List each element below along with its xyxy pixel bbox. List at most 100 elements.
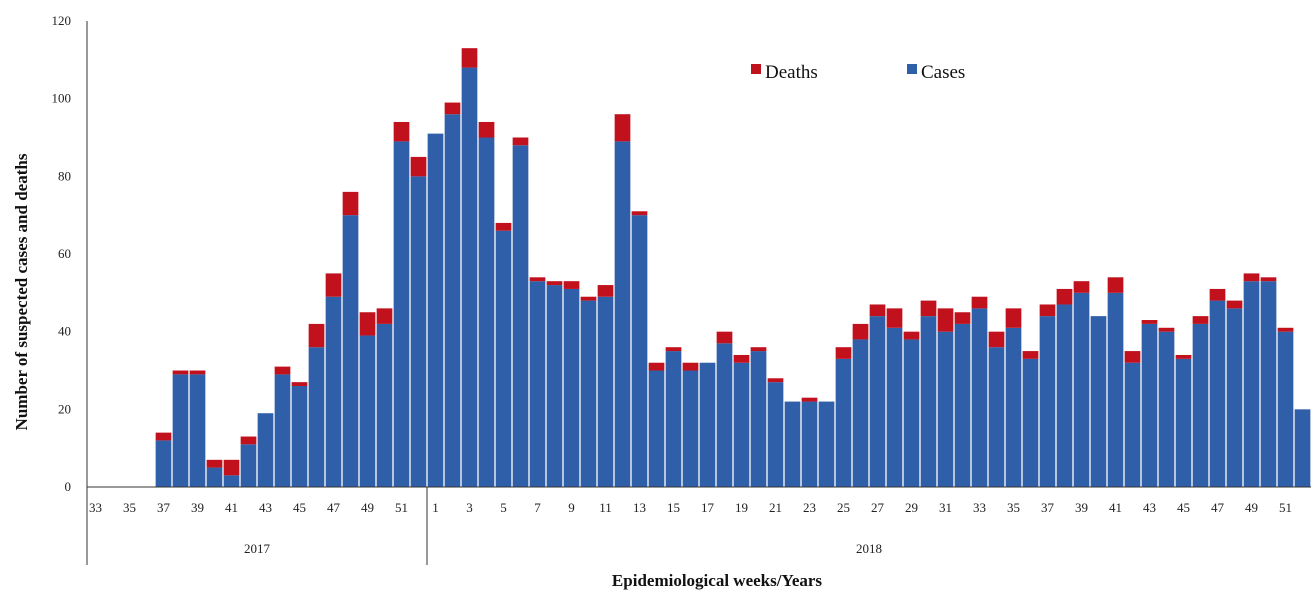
bar-deaths-61 [1125, 351, 1141, 363]
bar-deaths-46 [870, 304, 886, 316]
bar-cases-9 [241, 444, 257, 487]
bar-deaths-26 [530, 277, 546, 281]
bar-cases-20 [428, 134, 444, 487]
bar-cases-18 [394, 141, 410, 487]
x-tick-label: 35 [123, 500, 136, 515]
bar-cases-69 [1261, 281, 1277, 487]
bar-deaths-45 [853, 324, 869, 340]
bar-cases-7 [207, 468, 223, 487]
bar-deaths-70 [1278, 328, 1294, 332]
x-tick-label: 39 [1075, 500, 1088, 515]
bar-cases-64 [1176, 359, 1192, 487]
bar-cases-47 [887, 328, 903, 487]
bar-cases-27 [547, 285, 563, 487]
x-tick-label: 51 [1279, 500, 1292, 515]
y-axis-title: Number of suspected cases and deaths [12, 153, 31, 430]
x-tick-label: 47 [1211, 500, 1225, 515]
bar-cases-26 [530, 281, 546, 487]
bar-cases-13 [309, 347, 325, 487]
bar-cases-63 [1159, 332, 1175, 487]
x-tick-label: 3 [466, 500, 473, 515]
bar-cases-23 [479, 138, 495, 488]
bar-cases-28 [564, 289, 580, 487]
bar-cases-51 [955, 324, 971, 487]
x-axis-title: Epidemiological weeks/Years [612, 571, 823, 590]
bar-cases-60 [1108, 293, 1124, 487]
bar-deaths-17 [377, 308, 393, 324]
bar-cases-59 [1091, 316, 1107, 487]
bar-cases-44 [836, 359, 852, 487]
bar-cases-52 [972, 308, 988, 487]
bar-cases-30 [598, 297, 614, 487]
bar-cases-58 [1074, 293, 1090, 487]
bar-cases-62 [1142, 324, 1158, 487]
bar-cases-42 [802, 402, 818, 487]
bar-deaths-30 [598, 285, 614, 297]
bar-deaths-35 [683, 363, 699, 371]
bar-cases-19 [411, 176, 427, 487]
bar-deaths-38 [734, 355, 750, 363]
bar-cases-71 [1295, 409, 1311, 487]
bar-cases-33 [649, 371, 665, 488]
bar-deaths-50 [938, 308, 954, 331]
bar-deaths-29 [581, 297, 597, 301]
bar-deaths-56 [1040, 304, 1056, 316]
bar-deaths-8 [224, 460, 240, 476]
bar-cases-35 [683, 371, 699, 488]
x-tick-label: 7 [534, 500, 541, 515]
bar-deaths-18 [394, 122, 410, 141]
x-tick-label: 29 [905, 500, 918, 515]
x-tick-label: 49 [361, 500, 374, 515]
bar-cases-50 [938, 332, 954, 487]
x-tick-label: 1 [432, 500, 439, 515]
bar-deaths-11 [275, 367, 291, 375]
bar-cases-21 [445, 114, 461, 487]
bar-deaths-57 [1057, 289, 1073, 305]
x-tick-label: 37 [1041, 500, 1055, 515]
bar-cases-53 [989, 347, 1005, 487]
bar-cases-46 [870, 316, 886, 487]
bar-cases-34 [666, 351, 682, 487]
y-tick-label: 100 [52, 91, 72, 106]
legend-swatch-cases [907, 64, 917, 74]
year-label-2018: 2018 [856, 541, 882, 556]
bar-deaths-27 [547, 281, 563, 285]
y-tick-label: 60 [58, 246, 71, 261]
bar-deaths-5 [173, 371, 189, 375]
bar-cases-40 [768, 382, 784, 487]
bar-deaths-60 [1108, 277, 1124, 293]
x-tick-label: 35 [1007, 500, 1020, 515]
bar-deaths-33 [649, 363, 665, 371]
bar-cases-65 [1193, 324, 1209, 487]
bar-cases-41 [785, 402, 801, 487]
bar-cases-24 [496, 231, 512, 487]
bars-layer [156, 48, 1311, 487]
bar-cases-70 [1278, 332, 1294, 487]
bar-deaths-68 [1244, 273, 1260, 281]
bar-deaths-32 [632, 211, 648, 215]
bar-cases-56 [1040, 316, 1056, 487]
bar-deaths-51 [955, 312, 971, 324]
x-tick-label: 23 [803, 500, 816, 515]
bar-cases-29 [581, 301, 597, 487]
bar-cases-17 [377, 324, 393, 487]
bar-deaths-54 [1006, 308, 1022, 327]
bar-cases-38 [734, 363, 750, 487]
year-label-2017: 2017 [244, 541, 271, 556]
bar-cases-49 [921, 316, 937, 487]
bar-deaths-28 [564, 281, 580, 289]
bar-cases-6 [190, 374, 206, 487]
bar-cases-31 [615, 141, 631, 487]
x-tick-label: 31 [939, 500, 952, 515]
bar-cases-55 [1023, 359, 1039, 487]
x-tick-label: 49 [1245, 500, 1258, 515]
x-tick-label: 15 [667, 500, 680, 515]
x-tick-label: 21 [769, 500, 782, 515]
bar-deaths-53 [989, 332, 1005, 348]
bar-cases-54 [1006, 328, 1022, 487]
bar-cases-10 [258, 413, 274, 487]
bar-deaths-9 [241, 437, 257, 445]
bar-cases-4 [156, 440, 172, 487]
x-tick-label: 43 [259, 500, 272, 515]
